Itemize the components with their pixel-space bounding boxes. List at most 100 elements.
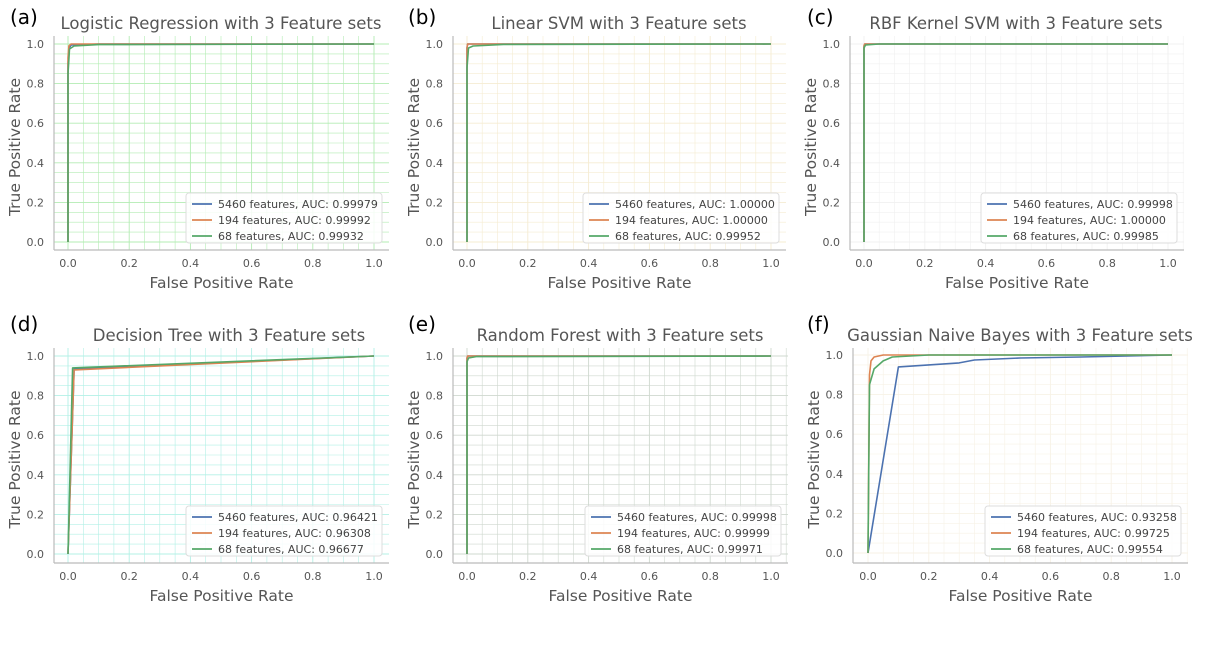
x-tick-label: 1.0	[365, 570, 383, 583]
legend-box	[582, 192, 780, 244]
x-tick-label: 0.0	[859, 570, 877, 583]
y-tick-label: 1.0	[27, 350, 45, 363]
y-tick-label: 0.2	[826, 507, 844, 520]
y-tick-label: 1.0	[426, 38, 444, 51]
x-axis-label: False Positive Rate	[948, 587, 1092, 605]
x-tick-label: 0.0	[59, 570, 77, 583]
y-tick-label: 0.4	[426, 157, 444, 170]
x-axis-label: False Positive Rate	[149, 587, 293, 605]
x-tick-label: 0.2	[120, 570, 138, 583]
roc-line-series-3	[67, 355, 375, 555]
y-tick-label: 0.4	[826, 468, 844, 481]
y-tick-label: 0.4	[426, 469, 444, 482]
y-tick-label: 0.8	[426, 390, 444, 403]
roc-panel-4: (d) Decision Tree with 3 Feature sets 0.0 0…	[6, 312, 389, 605]
x-tick-label: 0.8	[1102, 570, 1120, 583]
legend: 5460 features, AUC: 0.99998 194 features,…	[584, 505, 782, 557]
roc-line-series-1	[867, 354, 1173, 554]
y-tick-label: 1.0	[27, 38, 45, 51]
y-tick-label: 0.4	[27, 469, 45, 482]
y-tick-label: 1.0	[426, 350, 444, 363]
legend: 5460 features, AUC: 0.93258 194 features,…	[984, 505, 1182, 557]
x-tick-label: 1.0	[762, 257, 780, 270]
legend-entry: 5460 features, AUC: 0.99998	[1013, 198, 1173, 211]
legend-entry: 194 features, AUC: 0.99725	[1017, 527, 1170, 540]
y-tick-label: 0.0	[27, 236, 45, 249]
chart-title: Decision Tree with 3 Feature sets	[93, 326, 366, 345]
legend-entry: 5460 features, AUC: 0.93258	[1017, 511, 1177, 524]
legend-box	[984, 505, 1182, 557]
x-tick-label: 0.2	[916, 257, 934, 270]
legend-entry: 68 features, AUC: 0.96677	[218, 543, 364, 556]
legend-entry: 68 features, AUC: 0.99971	[617, 543, 763, 556]
x-tick-label: 0.4	[977, 257, 995, 270]
legend-entry: 5460 features, AUC: 0.99979	[218, 198, 378, 211]
y-tick-label: 0.6	[426, 429, 444, 442]
roc-panel-1: (a) Logistic Regression with 3 Feature se…	[6, 5, 389, 292]
x-tick-label: 0.0	[59, 257, 77, 270]
x-tick-label: 1.0	[1159, 257, 1177, 270]
y-tick-label: 0.2	[426, 196, 444, 209]
x-tick-label: 0.6	[1042, 570, 1060, 583]
y-tick-label: 0.0	[826, 547, 844, 560]
x-axis-label: False Positive Rate	[149, 274, 293, 292]
y-tick-label: 0.4	[823, 157, 841, 170]
chart-title: RBF Kernel SVM with 3 Feature sets	[869, 14, 1162, 33]
x-tick-label: 0.6	[641, 257, 659, 270]
x-axis-label: False Positive Rate	[547, 274, 691, 292]
roc-line-series-3	[67, 43, 375, 242]
panel-letter: (b)	[408, 5, 436, 29]
legend-entry: 194 features, AUC: 0.96308	[218, 527, 371, 540]
legend-entry: 68 features, AUC: 0.99932	[218, 230, 364, 243]
y-tick-label: 0.2	[823, 196, 841, 209]
x-tick-label: 0.4	[182, 570, 200, 583]
y-axis-label: True Positive Rate	[405, 390, 423, 529]
legend-box	[185, 505, 383, 557]
x-tick-label: 0.8	[701, 257, 719, 270]
y-tick-label: 0.8	[826, 389, 844, 402]
legend-box	[980, 192, 1178, 244]
x-tick-label: 0.4	[981, 570, 999, 583]
roc-line-series-3	[466, 43, 772, 242]
x-tick-label: 0.2	[920, 570, 938, 583]
x-tick-label: 0.6	[243, 257, 261, 270]
x-tick-label: 0.0	[458, 570, 476, 583]
x-tick-label: 0.2	[519, 257, 537, 270]
x-tick-label: 0.8	[1098, 257, 1116, 270]
x-tick-label: 0.6	[1038, 257, 1056, 270]
chart-title: Gaussian Naive Bayes with 3 Feature sets	[847, 326, 1193, 345]
panel-letter: (f)	[807, 312, 830, 336]
x-tick-label: 0.8	[304, 257, 322, 270]
legend-entry: 194 features, AUC: 1.00000	[615, 214, 768, 227]
y-axis-label: True Positive Rate	[6, 390, 24, 529]
legend-entry: 5460 features, AUC: 0.96421	[218, 511, 378, 524]
y-tick-label: 0.6	[426, 117, 444, 130]
y-tick-label: 0.2	[426, 508, 444, 521]
y-axis-label: True Positive Rate	[6, 78, 24, 217]
y-tick-label: 0.2	[27, 508, 45, 521]
panel-letter: (e)	[408, 312, 436, 336]
roc-line-series-3	[867, 354, 1172, 554]
roc-panel-6: (f) Gaussian Naive Bayes with 3 Feature s…	[805, 312, 1193, 605]
roc-panel-2: (b) Linear SVM with 3 Feature sets 0.0 0.2 0…	[405, 5, 786, 292]
legend-box	[185, 192, 383, 244]
legend: 5460 features, AUC: 0.99998 194 features,…	[980, 192, 1178, 244]
y-tick-label: 0.0	[27, 548, 45, 561]
legend-entry: 5460 features, AUC: 0.99998	[617, 511, 777, 524]
x-tick-label: 0.8	[304, 570, 322, 583]
y-tick-label: 1.0	[823, 38, 841, 51]
legend: 5460 features, AUC: 0.99979 194 features,…	[185, 192, 383, 244]
chart-title: Logistic Regression with 3 Feature sets	[61, 14, 382, 33]
x-axis-label: False Positive Rate	[945, 274, 1089, 292]
legend-entry: 68 features, AUC: 0.99952	[615, 230, 761, 243]
legend-box	[584, 505, 782, 557]
chart-title: Random Forest with 3 Feature sets	[477, 326, 764, 345]
y-tick-label: 0.0	[823, 236, 841, 249]
x-tick-label: 0.6	[243, 570, 261, 583]
y-tick-label: 0.0	[426, 548, 444, 561]
legend-entry: 194 features, AUC: 1.00000	[1013, 214, 1166, 227]
legend: 5460 features, AUC: 1.00000 194 features,…	[582, 192, 780, 244]
roc-line-series-3	[466, 355, 772, 554]
x-tick-label: 0.2	[519, 570, 537, 583]
